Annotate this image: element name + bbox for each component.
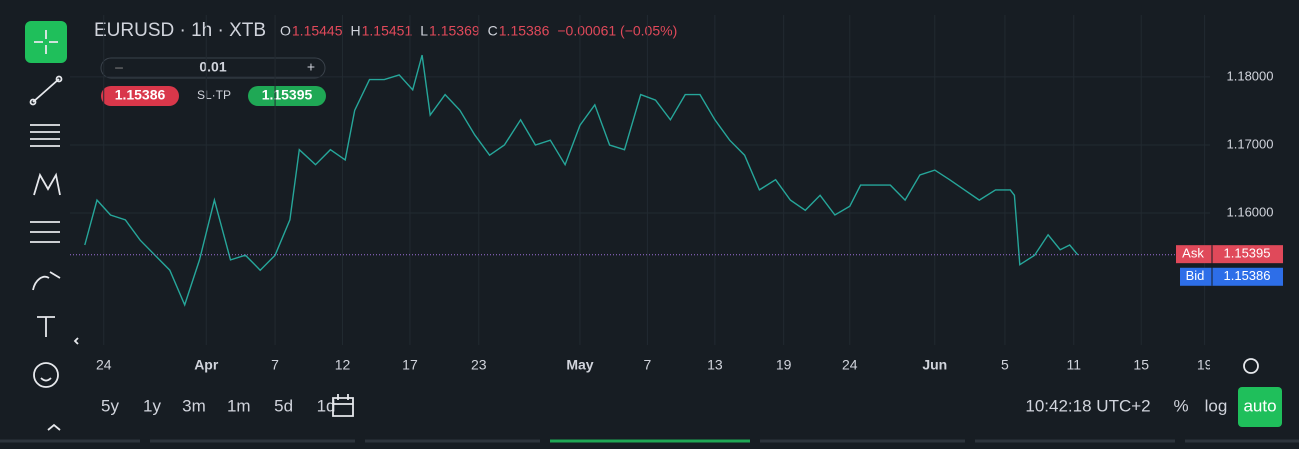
- y-tick-label: 1.16000: [1227, 204, 1274, 219]
- ohlc-value: 1.15451: [362, 23, 413, 39]
- range-button[interactable]: 5d: [274, 396, 293, 415]
- ask-box: [1176, 245, 1283, 264]
- x-tick-label: 5: [1001, 357, 1009, 373]
- minus[interactable]: –: [115, 59, 123, 75]
- x-tick-label: 24: [842, 357, 858, 373]
- ask-price: 1.15395: [1224, 246, 1271, 261]
- x-tick-label: Apr: [194, 357, 219, 373]
- bid-box: [1180, 267, 1283, 286]
- ohlc-value: 1.15369: [429, 23, 480, 39]
- x-tick-label: Jun: [922, 357, 947, 373]
- x-tick-label: 12: [335, 357, 351, 373]
- range-button[interactable]: 1y: [143, 396, 161, 415]
- sell-button[interactable]: [101, 86, 179, 106]
- ohlc-value: 1.15386: [499, 23, 550, 39]
- fib-tool[interactable]: [30, 124, 60, 147]
- auto-bg: [1238, 387, 1282, 427]
- price-line: [84, 54, 1079, 307]
- crosshair-tool[interactable]: [25, 21, 67, 63]
- scale-button[interactable]: %: [1173, 396, 1188, 415]
- x-tick-label: 19: [1197, 357, 1213, 373]
- x-tick-label: 13: [707, 357, 723, 373]
- range-button[interactable]: 1d: [317, 396, 336, 415]
- buy-button[interactable]: [248, 86, 326, 106]
- scale-button[interactable]: log: [1205, 396, 1228, 415]
- ohlc-key: O: [280, 23, 291, 39]
- x-tick-label: 19: [776, 357, 792, 373]
- emoji-tool[interactable]: [33, 362, 59, 388]
- settings[interactable]: [1243, 358, 1259, 374]
- sltp[interactable]: SL·TP: [197, 88, 231, 102]
- pattern-tool[interactable]: [33, 172, 61, 196]
- lot: 0.01: [199, 59, 226, 75]
- x-tick-label: 11: [1066, 357, 1081, 373]
- ohlc-key: C: [488, 23, 498, 39]
- date-picker[interactable]: [332, 394, 354, 417]
- toolbar: [25, 21, 79, 388]
- x-tick-label: 7: [271, 357, 279, 373]
- x-tick-label: 24: [96, 357, 112, 373]
- change: −0.00061 (−0.05%): [557, 23, 677, 39]
- ohlc-value: 1.15445: [292, 23, 343, 39]
- buy-price: 1.15395: [262, 87, 313, 103]
- y-tick-label: 1.18000: [1227, 68, 1274, 83]
- bid-label: Bid: [1186, 268, 1205, 283]
- sell-price: 1.15386: [115, 87, 166, 103]
- x-tick-label: 17: [402, 357, 418, 373]
- bid-price: 1.15386: [1224, 268, 1271, 283]
- ask-label: Ask: [1182, 246, 1204, 261]
- x-tick-label: 7: [644, 357, 652, 373]
- range-button[interactable]: 3m: [182, 396, 206, 415]
- lot-box[interactable]: [100, 57, 326, 79]
- measure-tool[interactable]: [30, 221, 60, 243]
- brush-tool[interactable]: [32, 271, 61, 291]
- symbol: EURUSD · 1h · XTB: [94, 20, 266, 41]
- ohlc-key: L: [420, 23, 428, 39]
- line-tool[interactable]: [32, 78, 60, 103]
- x-tick-label: 23: [471, 357, 487, 373]
- text-tool[interactable]: [37, 316, 55, 337]
- range-button[interactable]: 5y: [101, 396, 119, 415]
- clock: 10:42:18 UTC+2: [1025, 396, 1150, 415]
- scale-button[interactable]: auto: [1243, 396, 1276, 415]
- x-tick-label: 15: [1133, 357, 1149, 373]
- x-axis: 24 Apr 7 12 17 23 May 7 13 19 24 Jun 5 11 15 19: [96, 15, 1213, 373]
- range-button[interactable]: 1m: [227, 396, 251, 415]
- y-tick-label: 1.17000: [1227, 136, 1274, 151]
- ohlc-key: H: [351, 23, 361, 39]
- plus[interactable]: +: [307, 59, 315, 75]
- x-tick-label: May: [566, 357, 593, 373]
